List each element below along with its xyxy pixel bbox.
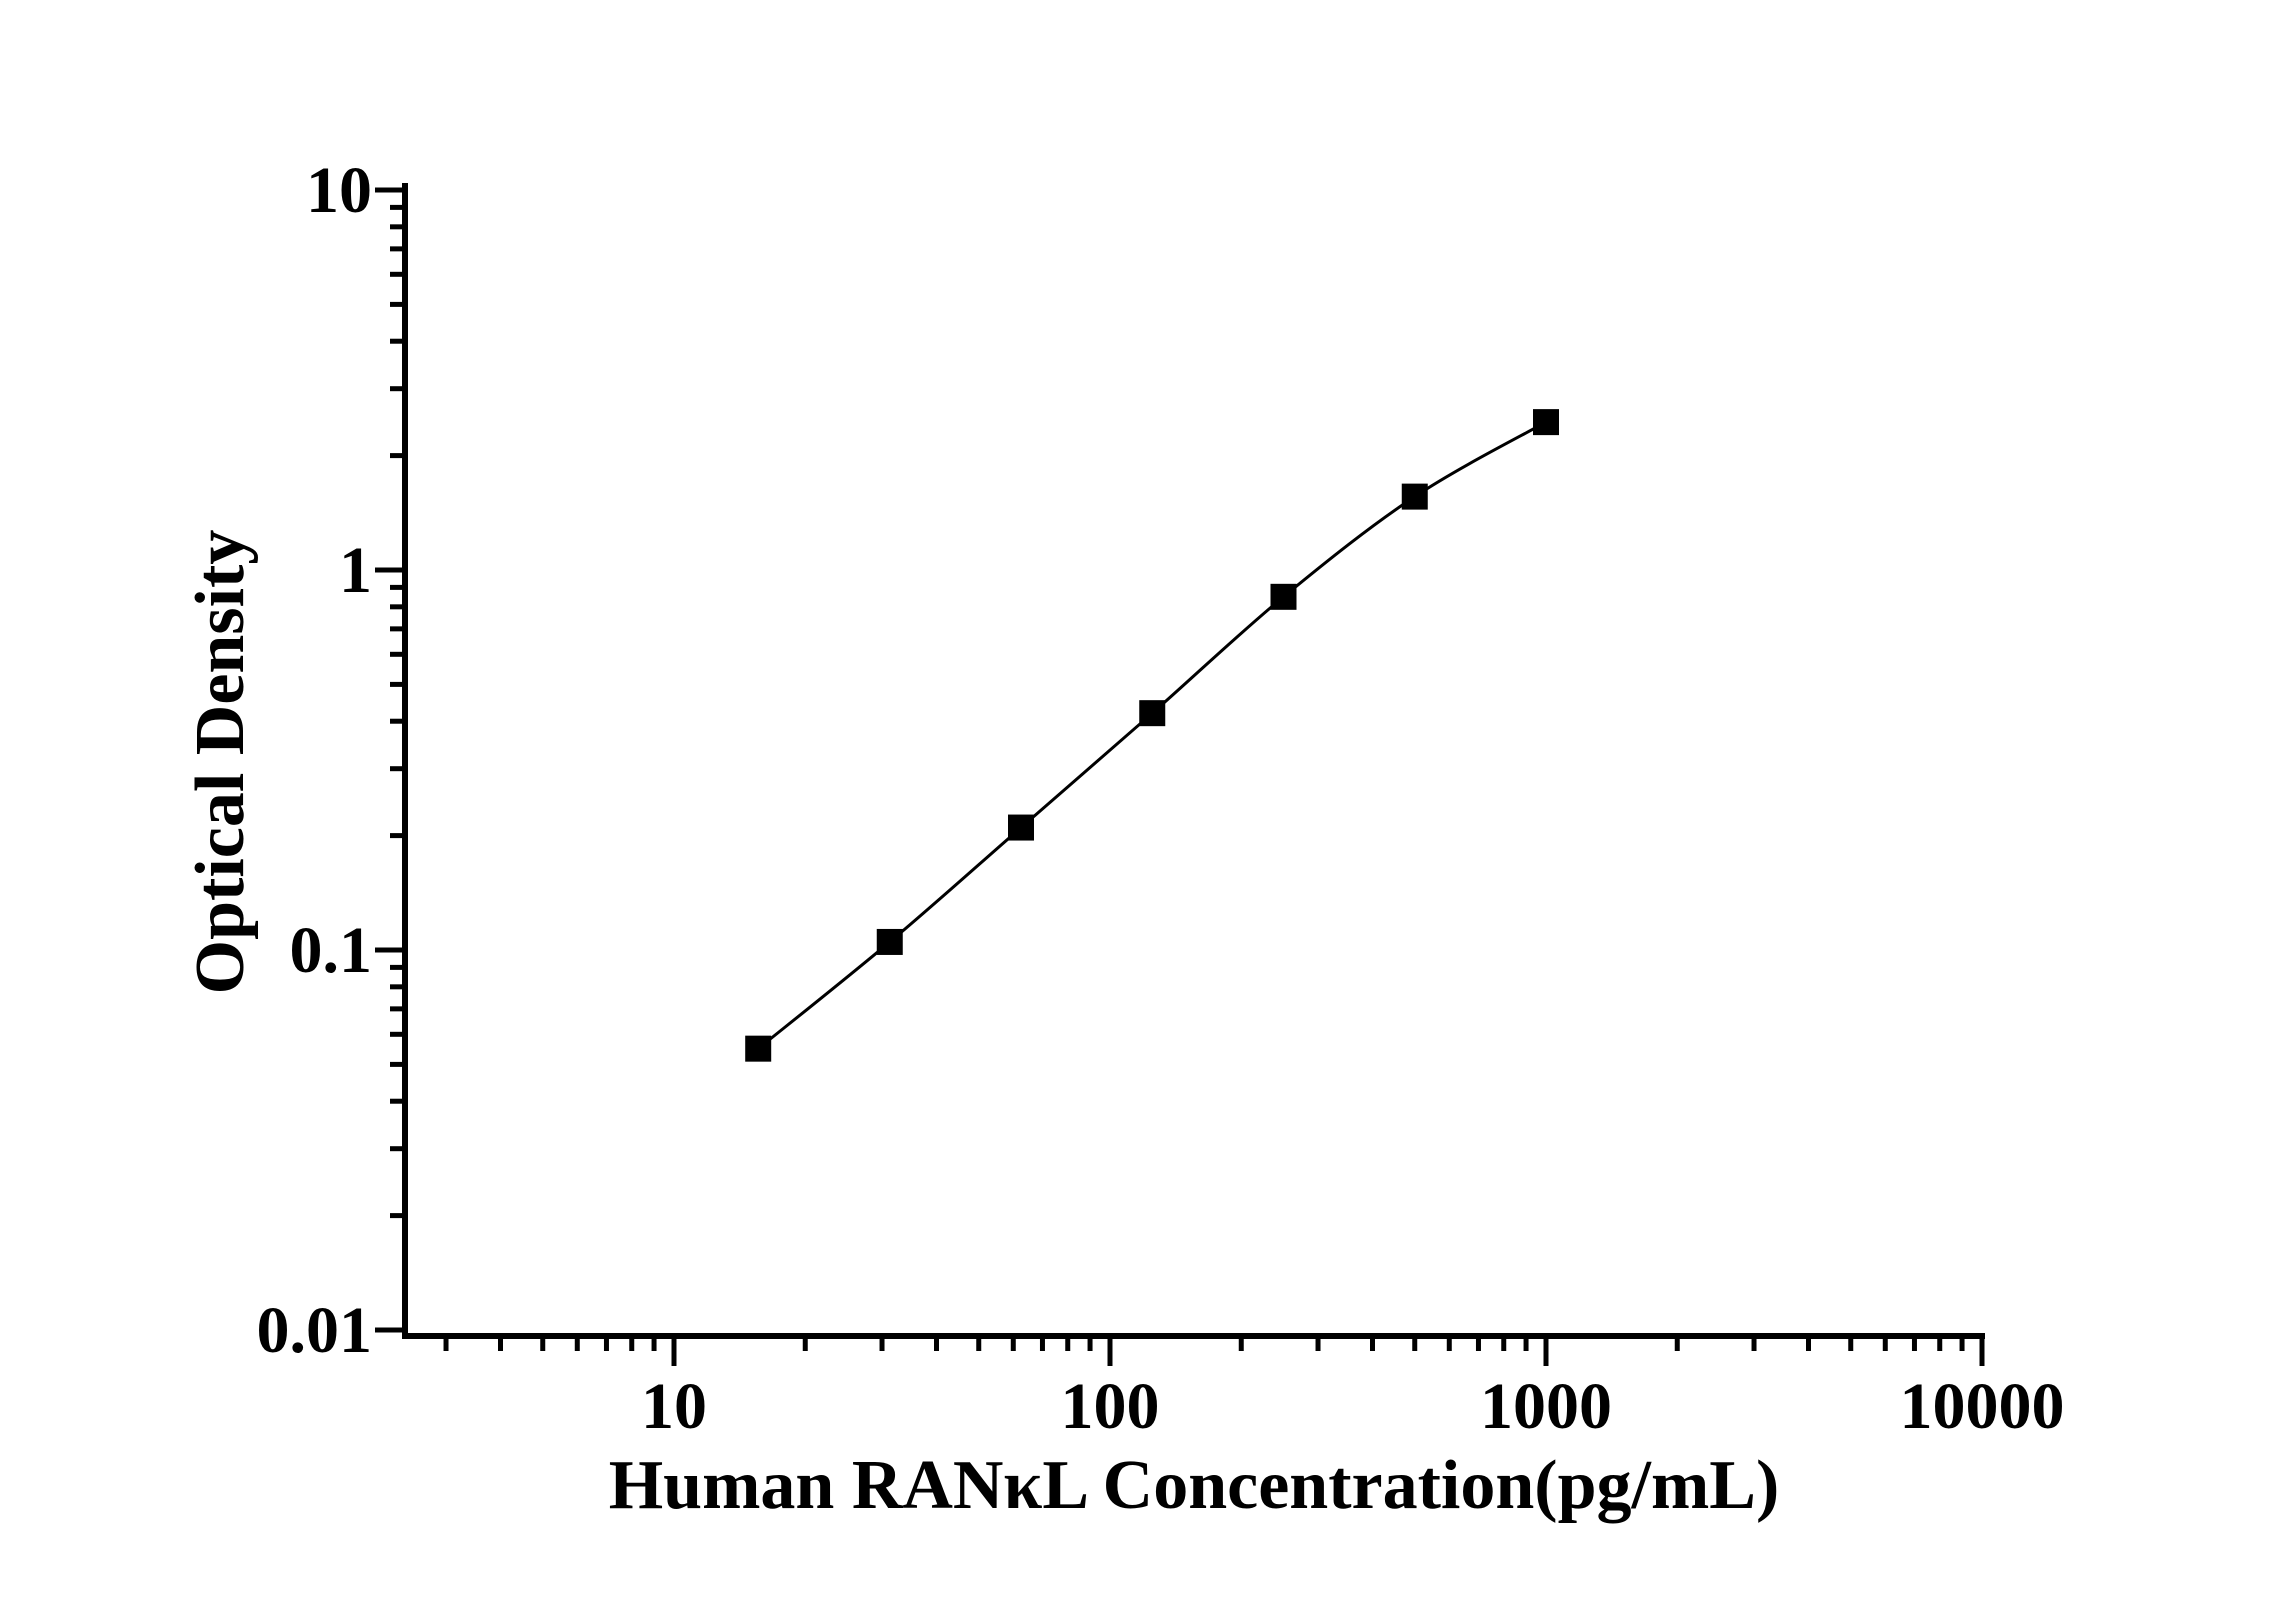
data-point-marker (876, 928, 903, 955)
data-point-marker (1139, 700, 1166, 727)
data-series (745, 409, 1559, 1062)
data-point-marker (1533, 409, 1559, 436)
axes (402, 183, 1985, 1339)
x-axis-title: Human RANκL Concentration(pg/mL) (609, 1447, 1780, 1524)
y-tick-label: 0.01 (257, 1294, 373, 1367)
x-tick-label: 1000 (1480, 1370, 1612, 1443)
y-tick-label: 1 (339, 534, 372, 607)
x-tick-label: 100 (1061, 1370, 1160, 1443)
y-tick-label: 10 (306, 154, 372, 227)
axis-ticks (375, 187, 1985, 1366)
curve-line (757, 420, 1547, 1050)
data-point-marker (1401, 483, 1428, 510)
data-point-marker (1008, 814, 1035, 841)
y-axis-title: Optical Density (182, 530, 259, 995)
tick-labels: 10 100 1000 10000 10 1 0.1 0.01 (257, 154, 2065, 1443)
x-tick-label: 10000 (1900, 1370, 2065, 1443)
data-point-marker (745, 1035, 772, 1062)
data-point-marker (1270, 583, 1297, 610)
x-tick-label: 10 (641, 1370, 707, 1443)
y-tick-label: 0.1 (290, 914, 373, 987)
